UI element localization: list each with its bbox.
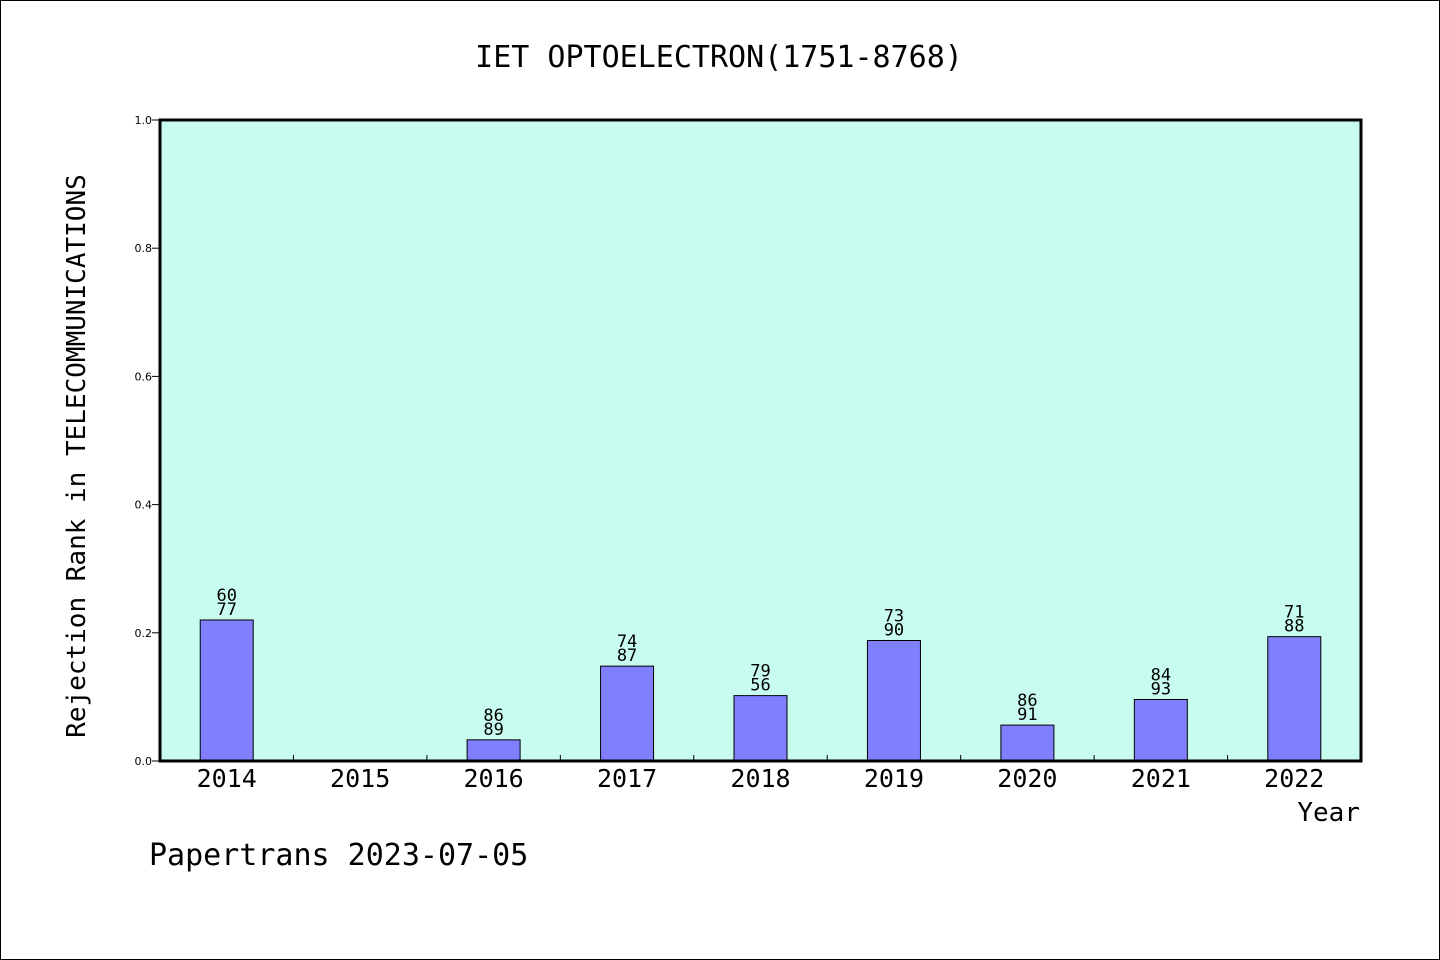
y-tick-label: 0.4	[135, 499, 153, 512]
x-axis-label: Year	[1297, 798, 1360, 828]
y-tick-label: 0.8	[135, 242, 153, 255]
bar-2019	[866, 639, 921, 762]
bar-2021	[1133, 698, 1188, 762]
bar-label-top-2022: 71	[1284, 603, 1304, 623]
bar-2020	[1000, 724, 1055, 762]
y-tick-label: 0.6	[135, 370, 153, 383]
bar-2018	[733, 695, 788, 762]
x-tick-label: 2019	[864, 764, 924, 793]
footer-watermark: Papertrans 2023-07-05	[149, 838, 528, 873]
chart-title: IET OPTOELECTRON(1751-8768)	[475, 40, 963, 75]
bar-label-top-2018: 79	[750, 662, 770, 682]
bar-label-bottom-2017: 87	[617, 646, 637, 666]
bar-label-top-2016: 86	[483, 706, 503, 726]
bar-label-bottom-2016: 89	[483, 720, 503, 740]
bar-label-top-2014: 60	[216, 586, 236, 606]
x-tick-label: 2018	[730, 764, 790, 793]
bar-2017	[600, 665, 655, 762]
bar-2014	[199, 619, 254, 762]
bar-label-top-2020: 86	[1017, 691, 1037, 711]
bar-label-top-2021: 84	[1151, 665, 1171, 685]
bar-2016	[466, 739, 521, 762]
y-tick-label: 1.0	[135, 114, 153, 127]
bar-label-bottom-2021: 93	[1151, 679, 1171, 699]
bar-2022	[1267, 636, 1322, 762]
bars-layer	[199, 619, 1322, 762]
y-tick-label: 0.0	[135, 755, 153, 768]
x-tick-label: 2021	[1131, 764, 1191, 793]
bar-label-bottom-2018: 56	[750, 676, 770, 696]
y-tick-label: 0.2	[135, 627, 153, 640]
bar-label-bottom-2022: 88	[1284, 617, 1304, 637]
bar-label-top-2019: 73	[884, 606, 904, 626]
x-tick-label: 2015	[330, 764, 390, 793]
bar-label-bottom-2014: 77	[216, 600, 236, 620]
x-tick-label: 2017	[597, 764, 657, 793]
x-tick-label: 2016	[464, 764, 524, 793]
x-tick-label: 2022	[1264, 764, 1324, 793]
x-tick-label: 2014	[197, 764, 257, 793]
x-tick-label: 2020	[997, 764, 1057, 793]
plot-border	[158, 118, 1363, 763]
bar-label-bottom-2019: 90	[884, 620, 904, 640]
plot-area	[160, 120, 1361, 761]
bar-label-bottom-2020: 91	[1017, 705, 1037, 725]
bar-label-top-2017: 74	[617, 632, 637, 652]
y-axis-label: Rejection Rank in TELECOMMUNICATIONS	[62, 174, 92, 738]
